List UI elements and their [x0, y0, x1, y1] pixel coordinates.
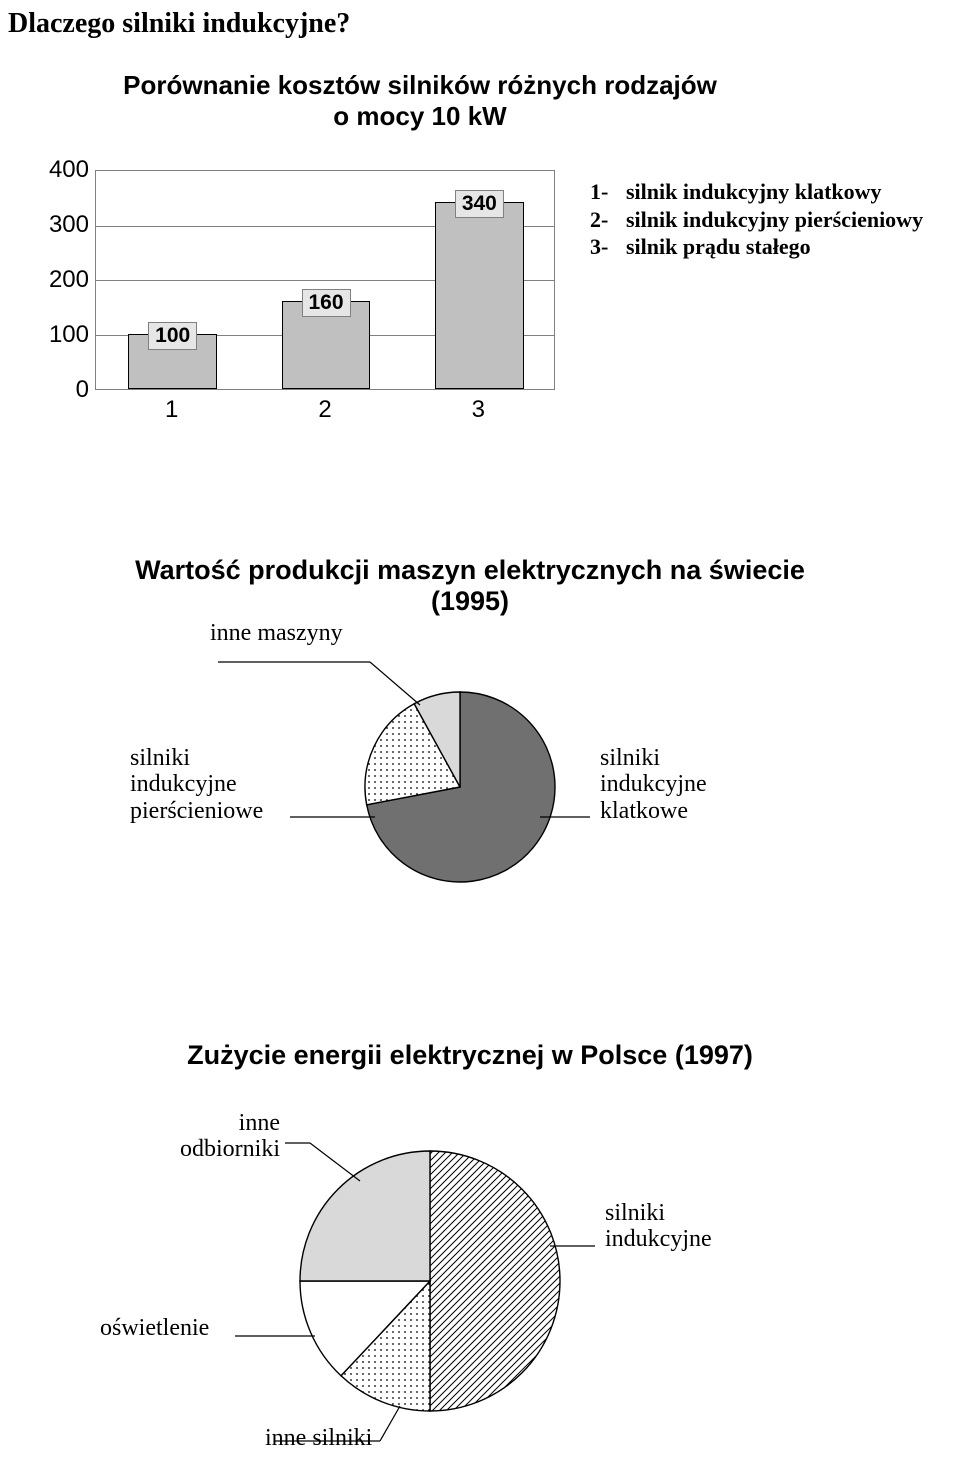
legend-item: 2- silnik indukcyjny pierścieniowy [590, 206, 930, 234]
legend-item: 1- silnik indukcyjny klatkowy [590, 178, 930, 206]
legend: 1- silnik indukcyjny klatkowy 2- silnik … [590, 178, 930, 261]
legend-text: silnik indukcyjny klatkowy [626, 178, 882, 206]
leader-line [310, 1143, 360, 1181]
pie2-callout-right-l1: silniki [605, 1200, 665, 1226]
pie2-callout-left: oświetlenie [100, 1315, 209, 1341]
bar-chart: 400 300 200 100 0 100 160 340 1 2 3 1- silni… [30, 170, 930, 450]
legend-text: silnik indukcyjny pierścieniowy [626, 206, 923, 234]
pie1-title: Wartość produkcji maszyn elektrycznych n… [110, 555, 830, 617]
bar-value: 340 [455, 190, 504, 218]
pie-slice [430, 1151, 560, 1411]
x-label: 1 [165, 396, 178, 424]
pie1-callout-right: silniki indukcyjne klatkowe [600, 745, 707, 824]
pie2-callout-bottom: inne silniki [265, 1425, 372, 1451]
pie-chart-2: Zużycie energii elektrycznej w Polsce (1… [30, 1040, 910, 1470]
y-axis: 400 300 200 100 0 [30, 170, 95, 390]
y-tick: 100 [49, 321, 89, 349]
legend-num: 3- [590, 233, 626, 261]
legend-text: silnik prądu stałego [626, 233, 811, 261]
pie1-callout-left: silniki indukcyjne pierścieniowe [130, 745, 263, 824]
pie1-callout-left-l3: pierścieniowe [130, 798, 263, 824]
bar [435, 202, 524, 389]
bar-value: 160 [302, 289, 351, 317]
y-tick: 0 [76, 376, 89, 404]
pie1-callout-right-l3: klatkowe [600, 798, 688, 824]
pie-slice [300, 1151, 430, 1281]
pie2-callout-right: silniki indukcyjne [605, 1200, 712, 1253]
y-tick: 300 [49, 211, 89, 239]
pie2-callout-top: inne odbiorniki [140, 1110, 280, 1163]
leader-line [380, 1406, 400, 1441]
pie1-callout-right-l1: silniki [600, 745, 660, 771]
plot-area: 100 160 340 [95, 170, 555, 390]
pie1-callout-left-l2: indukcyjne [130, 771, 237, 797]
pie1-callout-top: inne maszyny [210, 620, 343, 646]
pie2-title: Zużycie energii elektrycznej w Polsce (1… [110, 1040, 830, 1071]
pie1-callout-left-l1: silniki [130, 745, 190, 771]
x-axis: 1 2 3 [95, 396, 555, 426]
pie2-callout-right-l2: indukcyjne [605, 1226, 712, 1252]
legend-item: 3- silnik prądu stałego [590, 233, 930, 261]
pie-chart-1: Wartość produkcji maszyn elektrycznych n… [30, 555, 910, 925]
legend-num: 1- [590, 178, 626, 206]
pie2-callout-top-l2: odbiorniki [180, 1136, 280, 1162]
pie1-callout-right-l2: indukcyjne [600, 771, 707, 797]
x-label: 2 [318, 396, 331, 424]
pie2-callout-top-l1: inne [239, 1110, 280, 1136]
leader-line [370, 662, 420, 705]
legend-num: 2- [590, 206, 626, 234]
x-label: 3 [472, 396, 485, 424]
page-title: Dlaczego silniki indukcyjne? [8, 8, 350, 40]
y-tick: 400 [49, 156, 89, 184]
y-tick: 200 [49, 266, 89, 294]
bar-chart-title: Porównanie kosztów silników różnych rodz… [120, 70, 720, 132]
bar-value: 100 [148, 322, 197, 350]
page: Dlaczego silniki indukcyjne? Porównanie … [0, 0, 960, 1480]
